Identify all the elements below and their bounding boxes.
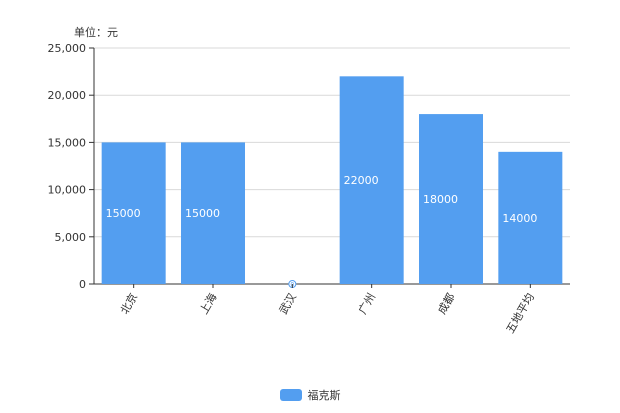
bar-data-label: 14000 [502, 212, 537, 225]
bar[interactable] [101, 142, 166, 284]
y-tick-label: 0 [79, 278, 86, 291]
y-tick-label: 10,000 [48, 184, 87, 197]
y-tick-label: 25,000 [48, 42, 87, 55]
bar-data-label: 22000 [344, 174, 379, 187]
x-tick-label: 广州 [356, 291, 378, 317]
legend-label[interactable]: 福克斯 [307, 389, 341, 402]
bars [101, 76, 563, 288]
unit-label: 单位：元 [74, 25, 118, 39]
bar[interactable] [339, 76, 404, 284]
bar[interactable] [498, 151, 563, 284]
y-tick-label: 15,000 [48, 136, 87, 149]
x-tick-label: 五地平均 [504, 291, 537, 336]
y-axis-tick-labels: 0 5,000 10,000 15,000 20,000 25,000 [48, 42, 87, 291]
bar-data-label: 18000 [423, 193, 458, 206]
bar-data-label: 15000 [185, 207, 220, 220]
x-tick-label: 武汉 [277, 291, 299, 317]
bar-data-label: 15000 [106, 207, 141, 220]
gridlines [89, 47, 570, 285]
bar-data-labels: 15000150000220001800014000 [106, 174, 538, 288]
x-tick-label: 上海 [196, 291, 219, 317]
x-axis-tick-labels: 北京 上海 武汉 广州 成都 五地平均 [117, 284, 537, 336]
x-tick-label: 成都 [435, 291, 457, 317]
bar[interactable] [419, 114, 483, 284]
y-tick-label: 20,000 [48, 89, 87, 102]
bar[interactable] [181, 142, 245, 284]
legend-swatch[interactable] [279, 389, 302, 401]
x-tick-label: 北京 [117, 291, 140, 317]
y-tick-label: 5,000 [55, 231, 87, 244]
legend: 福克斯 [0, 386, 620, 404]
